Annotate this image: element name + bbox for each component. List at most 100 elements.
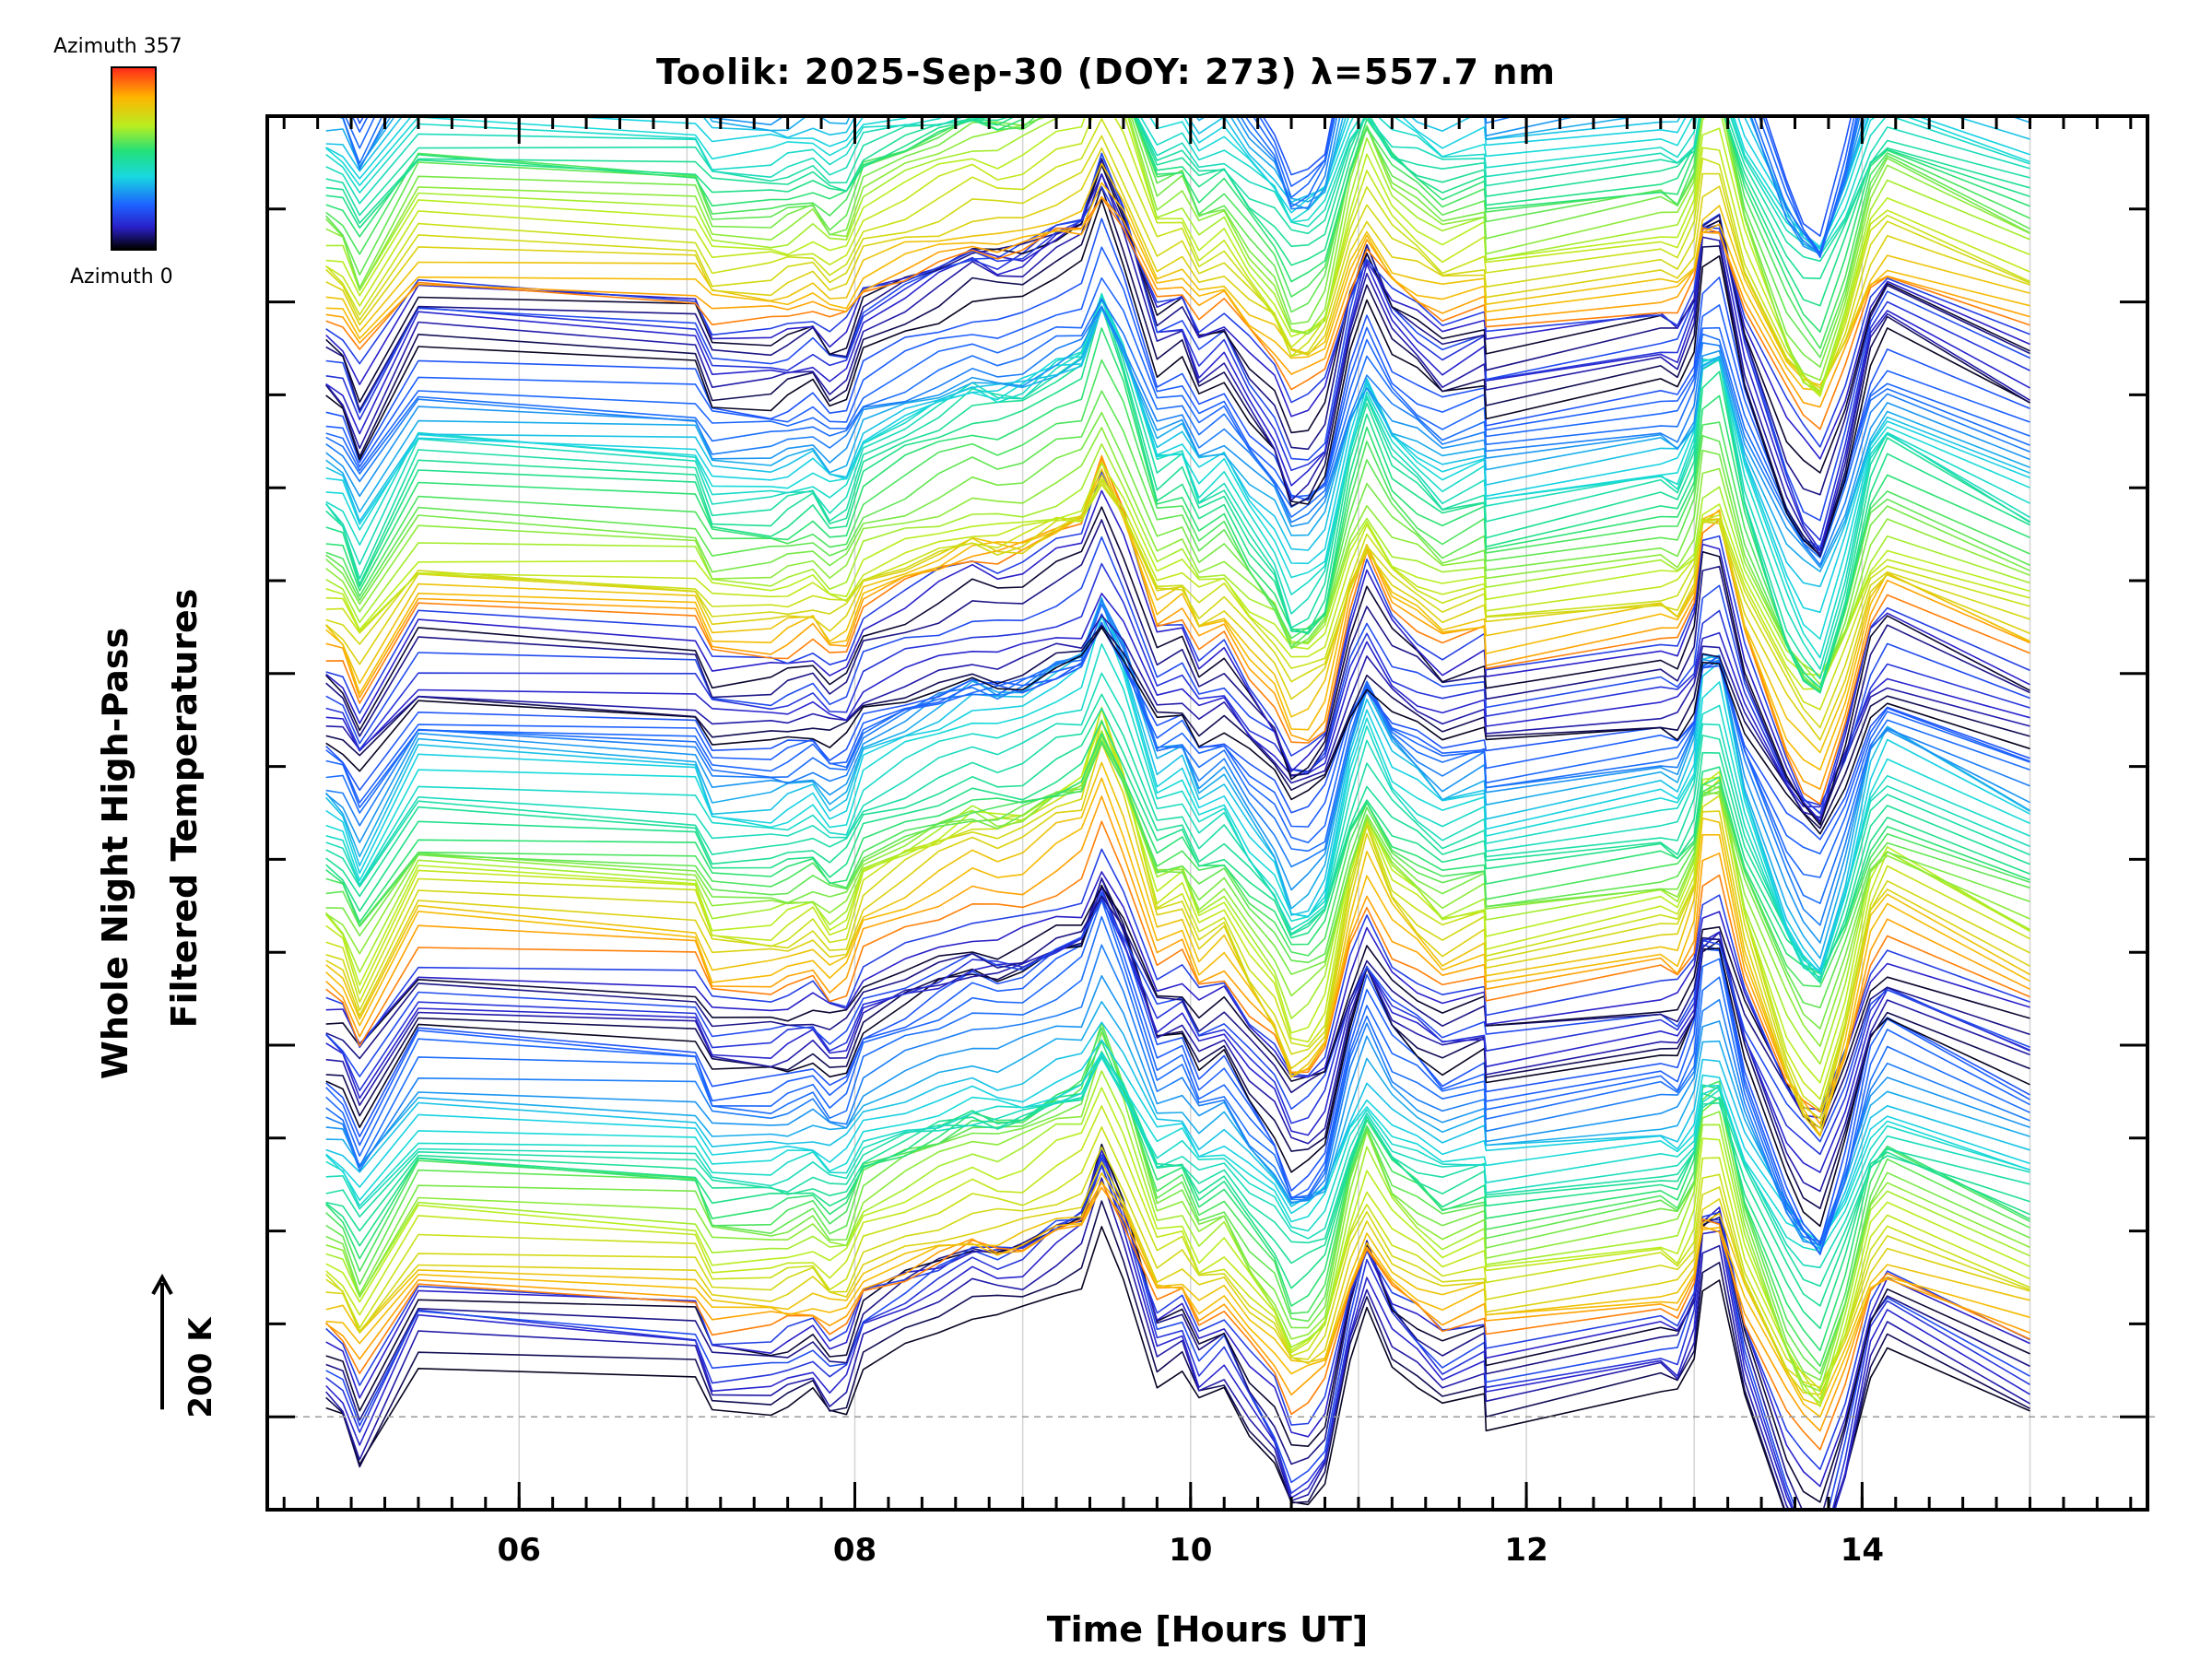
series-line: [325, 1226, 2030, 1510]
series-line: [325, 848, 2030, 1111]
series-line: [325, 427, 2030, 686]
series-line: [325, 519, 2030, 824]
series-line: [325, 489, 2030, 822]
scale-bar-arrowhead: [151, 1273, 173, 1295]
series-line: [325, 480, 2030, 729]
series-line: [325, 642, 2030, 973]
series-line: [325, 887, 2030, 1173]
chart-title: Toolik: 2025-Sep-30 (DOY: 273) λ=557.7 n…: [656, 52, 1556, 92]
series-line: [325, 1053, 2030, 1288]
series-line: [325, 1126, 2030, 1391]
series-line: [325, 116, 2030, 254]
series-line: [325, 198, 2030, 557]
series-line: [325, 477, 2030, 690]
series-line: [325, 761, 2030, 1137]
series-line: [325, 944, 2030, 1242]
series-line: [325, 246, 2030, 548]
x-axis-label: Time [Hours UT]: [1046, 1609, 1369, 1650]
series-line: [325, 196, 2030, 430]
series-line: [325, 1053, 2030, 1307]
series-line: [325, 1157, 2030, 1510]
series-line: [325, 1051, 2030, 1392]
series-line: [325, 599, 2030, 974]
series-line: [325, 884, 2030, 1228]
series-line: [325, 1171, 2030, 1406]
series-line: [325, 470, 2030, 815]
series-line: [325, 615, 2030, 972]
series-line: [325, 173, 2030, 556]
series-line: [325, 1147, 2030, 1510]
series-line: [325, 218, 2030, 552]
series-line: [325, 186, 2030, 558]
series-line: [325, 162, 2030, 386]
series-line: [325, 1054, 2030, 1269]
series-line: [325, 185, 2030, 448]
series-line: [325, 1181, 2030, 1451]
series-line: [325, 359, 2030, 693]
series-line: [325, 135, 2030, 393]
series-line: [325, 116, 2030, 397]
series-line: [325, 672, 2030, 979]
series-line: [325, 118, 2030, 394]
series-line: [325, 1182, 2030, 1418]
series-line: [325, 627, 2030, 835]
series-line: [325, 1052, 2030, 1243]
series-line: [325, 116, 2030, 382]
series-line: [325, 308, 2030, 588]
series-line: [325, 1039, 2030, 1244]
series-line: [325, 116, 2030, 251]
x-tick-label: 12: [1504, 1532, 1547, 1569]
series-line: [325, 693, 2030, 984]
series-line: [325, 895, 2030, 1136]
series-line: [325, 975, 2030, 1246]
series-line: [325, 116, 2030, 253]
series-line: [325, 1177, 2030, 1510]
series-line: [325, 456, 2030, 806]
series-line: [325, 1161, 2030, 1395]
series-line: [325, 820, 2030, 1113]
series-line: [325, 462, 2030, 677]
series-line: [325, 116, 2030, 280]
series-line: [325, 708, 2030, 1100]
x-tick-label: 14: [1841, 1532, 1884, 1569]
series-line: [325, 116, 2030, 248]
series-line: [325, 305, 2030, 694]
series-line: [325, 1143, 2030, 1503]
series-line: [325, 147, 2030, 389]
series-line: [325, 276, 2030, 550]
series-line: [325, 116, 2030, 250]
series-line: [325, 506, 2030, 826]
series-line: [325, 1149, 2030, 1488]
series-line: [325, 900, 2030, 1143]
series-line: [325, 871, 2030, 1119]
x-tick-label: 10: [1169, 1532, 1212, 1569]
series-line: [325, 116, 2030, 256]
series-line: [325, 624, 2030, 830]
colorbar: [111, 66, 157, 251]
series-line: [325, 741, 2030, 988]
series-line: [325, 706, 2030, 1112]
plot-frame: [265, 114, 2149, 1512]
series-line: [325, 707, 2030, 982]
series-line: [351, 116, 1855, 254]
series-line: [325, 1162, 2030, 1510]
series-line: [325, 777, 2030, 1136]
series-line: [325, 613, 2030, 878]
series-line: [341, 116, 1861, 255]
series-line: [325, 116, 2030, 263]
series-line: [325, 116, 2030, 359]
series-line: [325, 1087, 2030, 1407]
series-line: [325, 1070, 2030, 1404]
series-line: [325, 886, 2030, 1129]
series-line: [325, 182, 2030, 392]
series-line: [325, 1031, 2030, 1382]
series-line: [325, 1186, 2030, 1432]
series-line: [325, 742, 2030, 1009]
series-line: [325, 877, 2030, 1209]
series-line: [325, 1154, 2030, 1510]
series-line: [325, 442, 2030, 677]
series-line: [325, 795, 2030, 1125]
series-line: [325, 116, 2030, 349]
series-line: [325, 116, 2030, 396]
